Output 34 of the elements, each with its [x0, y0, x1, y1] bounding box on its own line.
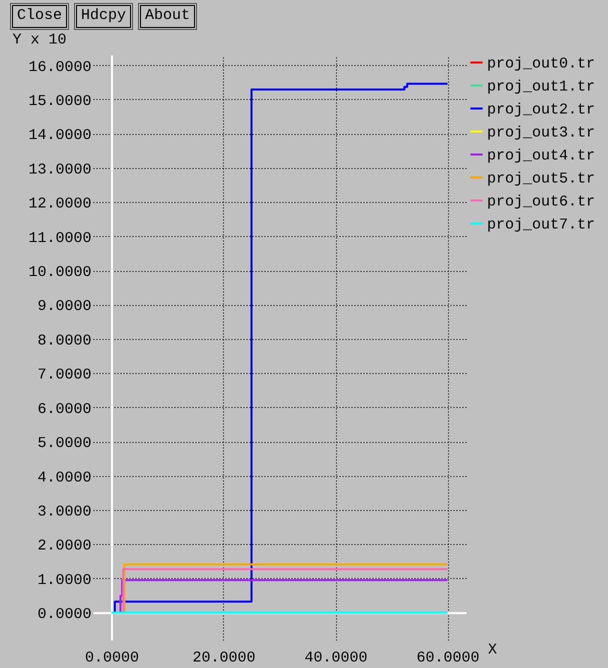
legend-label: proj_out5.tr [487, 170, 596, 188]
y-tick-label: 5.0000 [37, 435, 92, 452]
y-tick-label: 14.0000 [28, 127, 92, 144]
x-axis-title: X [488, 642, 498, 658]
y-tick-label: 2.0000 [37, 538, 92, 555]
y-tick-label: 3.0000 [37, 504, 92, 520]
y-axis-title: Y x 10 [12, 32, 67, 48]
legend-label: proj_out7.tr [487, 216, 596, 234]
y-tick-label: 1.0000 [37, 572, 92, 589]
x-tick-label: 40.0000 [304, 650, 368, 666]
y-tick-label: 7.0000 [37, 366, 92, 384]
y-tick-label: 13.0000 [28, 161, 92, 178]
x-tick-label: 60.0000 [416, 650, 480, 666]
y-tick-label: 12.0000 [28, 196, 92, 213]
legend-label: proj_out3.tr [487, 124, 596, 142]
button: Hdcpy [76, 5, 132, 28]
y-tick-label: 6.0000 [37, 400, 92, 418]
y-tick-label: 10.0000 [28, 264, 92, 282]
x-tick-label: 0.0000 [84, 650, 139, 666]
button: About [140, 5, 196, 28]
y-tick-label: 4.0000 [37, 469, 92, 486]
legend-label: proj_out6.tr [487, 194, 596, 210]
x-tick-label: 20.0000 [192, 650, 256, 666]
y-tick-label: 11.0000 [28, 230, 92, 247]
y-tick-label: 0.0000 [37, 606, 92, 624]
legend-label: proj_out4.tr [487, 148, 596, 164]
button: Close [12, 5, 68, 28]
y-tick-label: 9.0000 [37, 298, 92, 316]
legend-label: proj_out2.tr [487, 102, 596, 118]
y-tick-label: 16.0000 [28, 58, 92, 76]
y-tick-label: 15.0000 [28, 92, 92, 110]
y-tick-label: 8.0000 [37, 332, 92, 350]
legend-label: proj_out1.tr [487, 78, 596, 96]
legend-label: proj_out0.tr [487, 56, 596, 72]
